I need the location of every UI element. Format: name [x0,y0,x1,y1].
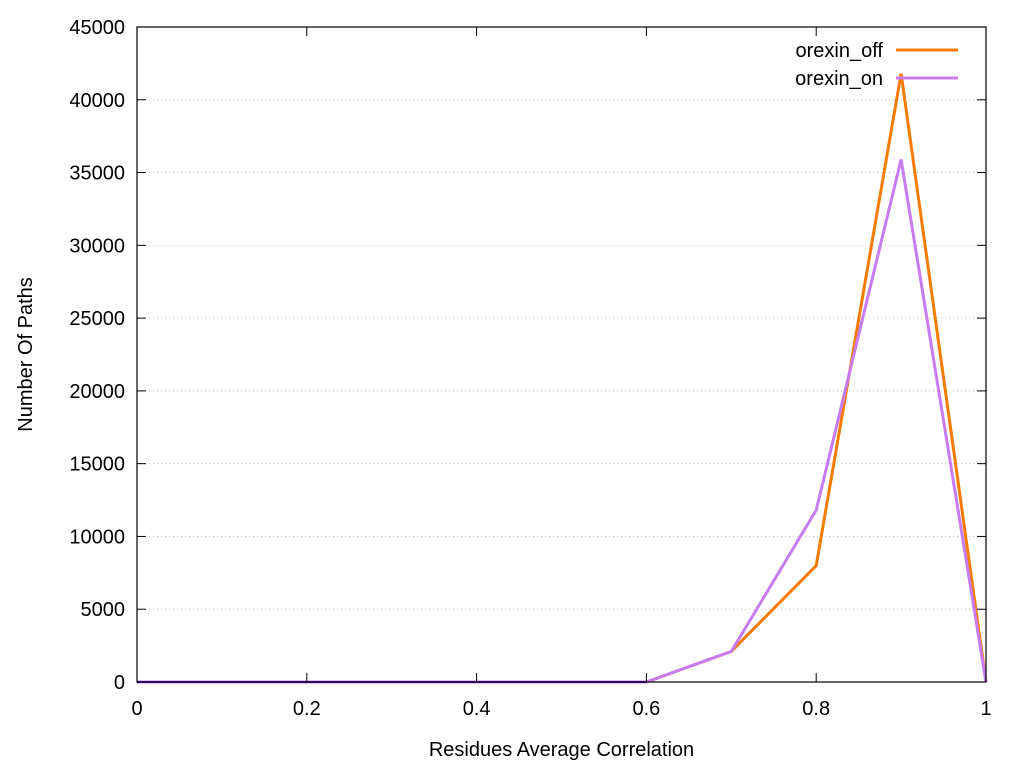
y-tick-label: 45000 [69,17,125,39]
series-line-orexin_off [137,73,988,684]
series-line-orexin_on [137,159,988,684]
x-tick-label: 0.6 [632,698,660,720]
x-tick-label: 0 [131,698,142,720]
y-tick-label: 10000 [69,526,125,548]
y-tick-label: 40000 [69,90,125,112]
grid-lines [137,99,986,610]
y-tick-label: 20000 [69,381,125,403]
axis-ticks: 0 5000 10000 15000 20000 25000 30000 35000 40000… [69,17,991,720]
x-tick-label: 1 [980,698,991,720]
y-tick-label: 15000 [69,454,125,476]
series-layer [136,73,988,684]
y-tick-label: 30000 [69,235,125,257]
x-tick-label: 0.4 [463,698,491,720]
x-tick-label: 0.2 [293,698,321,720]
x-axis-title: Residues Average Correlation [429,739,694,761]
y-tick-label: 5000 [81,599,126,621]
legend-label-orexin_off: orexin_off [796,40,884,62]
y-axis-title: Number Of Paths [15,277,37,432]
y-tick-label: 35000 [69,163,125,185]
y-tick-label: 25000 [69,308,125,330]
legend: orexin_off orexin_on [795,40,958,90]
legend-label-orexin_on: orexin_on [795,68,883,90]
plot-frame [136,26,987,683]
x-tick-label: 0.8 [802,698,830,720]
y-tick-label: 0 [114,672,125,694]
